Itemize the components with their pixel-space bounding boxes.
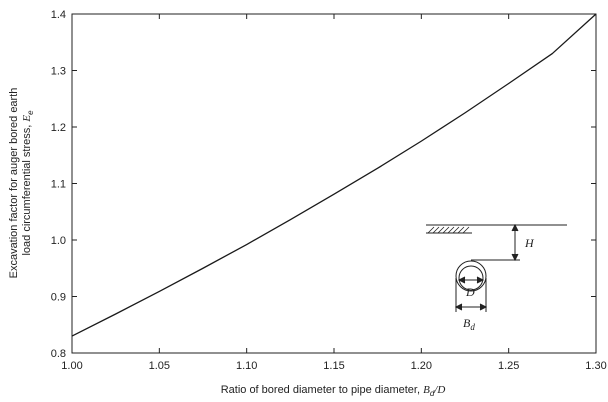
depth-arrow-bottom — [511, 253, 519, 262]
y-tick-label: 1.0 — [51, 235, 66, 247]
y-tick-label: 0.9 — [51, 292, 66, 304]
x-tick-label: 1.10 — [236, 360, 257, 372]
y-tick-label: 1.4 — [51, 9, 66, 21]
pipe-circle — [458, 265, 484, 291]
x-tick-label: 1.20 — [411, 360, 432, 372]
x-title-var: B — [423, 384, 430, 396]
x-tick-label: 1.30 — [585, 360, 606, 372]
y-title-sub: e — [26, 110, 35, 115]
x-axis-title: Ratio of bored diameter to pipe diameter… — [221, 384, 446, 398]
ticks-layer: 1.00 1.05 1.10 1.15 1.20 1.25 1.30 0.8 0.9 1.0 1.1… — [51, 9, 607, 372]
bore-diameter-label: Bd — [463, 316, 475, 332]
excavation-factor-curve — [71, 13, 597, 337]
x-title-sub: d — [430, 389, 435, 398]
y-title-line1: Excavation factor for auger bored earth — [8, 88, 20, 279]
x-title-prefix: Ratio of bored diameter to pipe diameter… — [221, 384, 423, 396]
y-title-var: E — [21, 115, 33, 123]
series-layer — [71, 13, 597, 337]
y-title-line2-prefix: load circumferential stress, — [21, 122, 33, 256]
bore-arrow-right — [479, 303, 488, 311]
y-axis-title: Excavation factor for auger bored earth … — [8, 88, 35, 279]
x-tick-label: 1.15 — [323, 360, 344, 372]
y-tick-label: 1.2 — [51, 122, 66, 134]
ground-hatch — [427, 226, 470, 234]
bored-hole-circle — [455, 260, 487, 292]
bore-arrow-left — [454, 303, 463, 311]
x-tick-label: 1.00 — [61, 360, 82, 372]
bore-schematic — [426, 223, 567, 312]
plot-area — [71, 13, 597, 354]
y-title-line2: load circumferential stress, Ee — [21, 110, 35, 256]
pipe-diameter-label: D — [465, 285, 475, 299]
x-tick-label: 1.05 — [149, 360, 170, 372]
depth-label: H — [524, 236, 535, 250]
x-tick-label: 1.25 — [498, 360, 519, 372]
bore-label-var: B — [463, 316, 471, 330]
pipe-arrow-right — [476, 276, 485, 284]
y-tick-label: 1.1 — [51, 179, 66, 191]
bore-label-sub: d — [470, 322, 475, 332]
depth-arrow-top — [511, 223, 519, 232]
x-title-suffix: /D — [433, 384, 445, 396]
y-tick-label: 0.8 — [51, 348, 66, 360]
pipe-arrow-left — [457, 276, 466, 284]
y-tick-label: 1.3 — [51, 66, 66, 78]
